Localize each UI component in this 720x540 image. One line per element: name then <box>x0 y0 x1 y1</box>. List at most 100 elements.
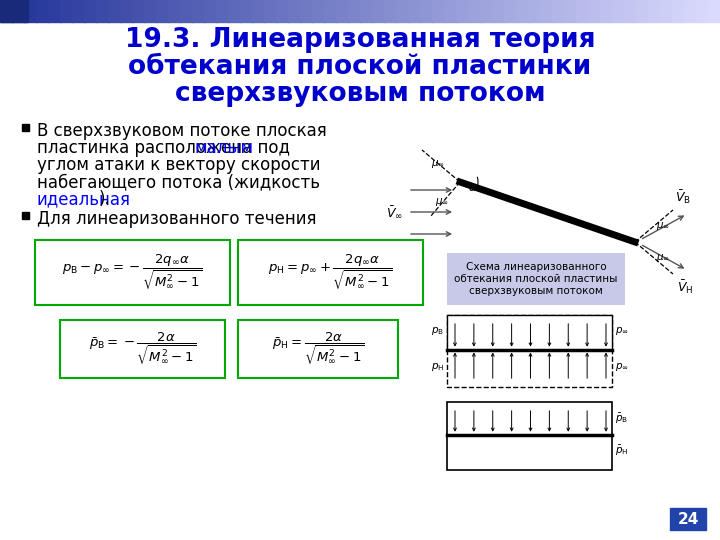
Bar <box>624 0 637 22</box>
Text: $\bar{V}_{\rm B}$: $\bar{V}_{\rm B}$ <box>675 188 691 206</box>
Bar <box>670 508 706 530</box>
Bar <box>228 0 241 22</box>
Text: $\mu_{\infty}$: $\mu_{\infty}$ <box>435 196 449 208</box>
Bar <box>432 0 445 22</box>
Bar <box>348 0 361 22</box>
Bar <box>408 0 421 22</box>
Text: 19.3. Линеаризованная теория: 19.3. Линеаризованная теория <box>125 27 595 53</box>
Text: 24: 24 <box>678 511 698 526</box>
Bar <box>72 0 85 22</box>
Bar <box>132 0 145 22</box>
Bar <box>564 0 577 22</box>
Bar <box>22 124 29 131</box>
Bar <box>324 0 337 22</box>
Bar <box>96 0 109 22</box>
Bar <box>480 0 493 22</box>
Text: $p_{\infty}$: $p_{\infty}$ <box>615 361 629 373</box>
Bar <box>108 0 121 22</box>
Bar <box>192 0 205 22</box>
Text: $p_{\rm H}=p_{\infty}+\dfrac{2q_{\infty}\alpha}{\sqrt{M_{\infty}^{2}-1}}$: $p_{\rm H}=p_{\infty}+\dfrac{2q_{\infty}… <box>268 253 393 293</box>
Bar <box>540 0 553 22</box>
Bar <box>264 0 277 22</box>
Bar <box>612 0 625 22</box>
Text: Для линеаризованного течения: Для линеаризованного течения <box>37 210 317 228</box>
Text: малым: малым <box>194 139 253 157</box>
Bar <box>636 0 649 22</box>
Text: Схема линеаризованного
обтекания плоской пластины
сверхзвуковым потоком: Схема линеаризованного обтекания плоской… <box>454 262 618 295</box>
Bar <box>456 0 469 22</box>
Bar <box>216 0 229 22</box>
Text: $p_{\rm B}-p_{\infty}=-\dfrac{2q_{\infty}\alpha}{\sqrt{M_{\infty}^{2}-1}}$: $p_{\rm B}-p_{\infty}=-\dfrac{2q_{\infty… <box>63 253 203 293</box>
Bar <box>60 320 225 378</box>
Bar <box>447 315 612 349</box>
Bar <box>600 0 613 22</box>
Bar <box>372 0 385 22</box>
Bar <box>60 0 73 22</box>
Bar <box>447 253 625 305</box>
Text: $\bar{V}_{\infty}$: $\bar{V}_{\infty}$ <box>386 204 403 220</box>
Bar <box>444 0 457 22</box>
Text: $\mu_{\infty}$: $\mu_{\infty}$ <box>656 252 670 264</box>
Bar <box>312 0 325 22</box>
Text: $\bar{p}_{\rm B}=-\dfrac{2\alpha}{\sqrt{M_{\infty}^{2}-1}}$: $\bar{p}_{\rm B}=-\dfrac{2\alpha}{\sqrt{… <box>89 330 197 367</box>
Bar <box>168 0 181 22</box>
Text: $\bar{p}_{\rm H}$: $\bar{p}_{\rm H}$ <box>615 444 629 458</box>
Text: $p_{\infty}$: $p_{\infty}$ <box>615 325 629 337</box>
Bar <box>516 0 529 22</box>
Text: $\bar{p}_{\rm H}=\dfrac{2\alpha}{\sqrt{M_{\infty}^{2}-1}}$: $\bar{p}_{\rm H}=\dfrac{2\alpha}{\sqrt{M… <box>272 330 364 367</box>
Bar <box>12 0 25 22</box>
Bar <box>648 0 661 22</box>
Bar <box>0 0 28 22</box>
Bar <box>492 0 505 22</box>
Bar <box>240 0 253 22</box>
Text: $\alpha$: $\alpha$ <box>468 183 477 193</box>
Bar <box>552 0 565 22</box>
Bar <box>288 0 301 22</box>
Bar <box>252 0 265 22</box>
Bar <box>276 0 289 22</box>
Bar <box>447 402 612 470</box>
Text: $p_{\rm B}$: $p_{\rm B}$ <box>431 325 444 337</box>
Bar <box>22 212 29 219</box>
Bar <box>238 320 398 378</box>
Bar <box>660 0 673 22</box>
Bar <box>0 0 13 22</box>
Text: $\mu_{\infty}$: $\mu_{\infty}$ <box>656 220 670 232</box>
Bar <box>696 0 709 22</box>
Bar <box>36 0 49 22</box>
Bar <box>396 0 409 22</box>
Text: идеальная: идеальная <box>37 190 131 208</box>
Text: обтекания плоской пластинки: обтекания плоской пластинки <box>128 54 592 80</box>
Text: В сверхзвуковом потоке плоская: В сверхзвуковом потоке плоская <box>37 122 327 140</box>
Bar <box>24 0 37 22</box>
Text: пластинка расположена под: пластинка расположена под <box>37 139 295 157</box>
Text: набегающего потока (жидкость: набегающего потока (жидкость <box>37 173 320 191</box>
Bar <box>204 0 217 22</box>
Bar <box>504 0 517 22</box>
Bar <box>84 0 97 22</box>
Bar <box>384 0 397 22</box>
Bar <box>588 0 601 22</box>
Bar <box>528 0 541 22</box>
Bar <box>300 0 313 22</box>
Bar <box>336 0 349 22</box>
Bar <box>120 0 133 22</box>
Bar <box>684 0 697 22</box>
Bar <box>672 0 685 22</box>
Bar <box>156 0 169 22</box>
Text: $\mu_{\infty}$: $\mu_{\infty}$ <box>431 158 445 170</box>
Text: углом атаки к вектору скорости: углом атаки к вектору скорости <box>37 156 320 174</box>
Bar <box>238 240 423 305</box>
Bar <box>48 0 61 22</box>
Text: сверхзвуковым потоком: сверхзвуковым потоком <box>175 81 545 107</box>
Text: ).: ). <box>99 190 111 208</box>
Text: $p_{\rm H}$: $p_{\rm H}$ <box>431 361 444 373</box>
Bar <box>180 0 193 22</box>
Bar <box>468 0 481 22</box>
Bar <box>447 315 612 387</box>
Bar <box>708 0 720 22</box>
Bar <box>144 0 157 22</box>
Bar <box>360 0 373 22</box>
Bar <box>576 0 589 22</box>
Bar <box>35 240 230 305</box>
